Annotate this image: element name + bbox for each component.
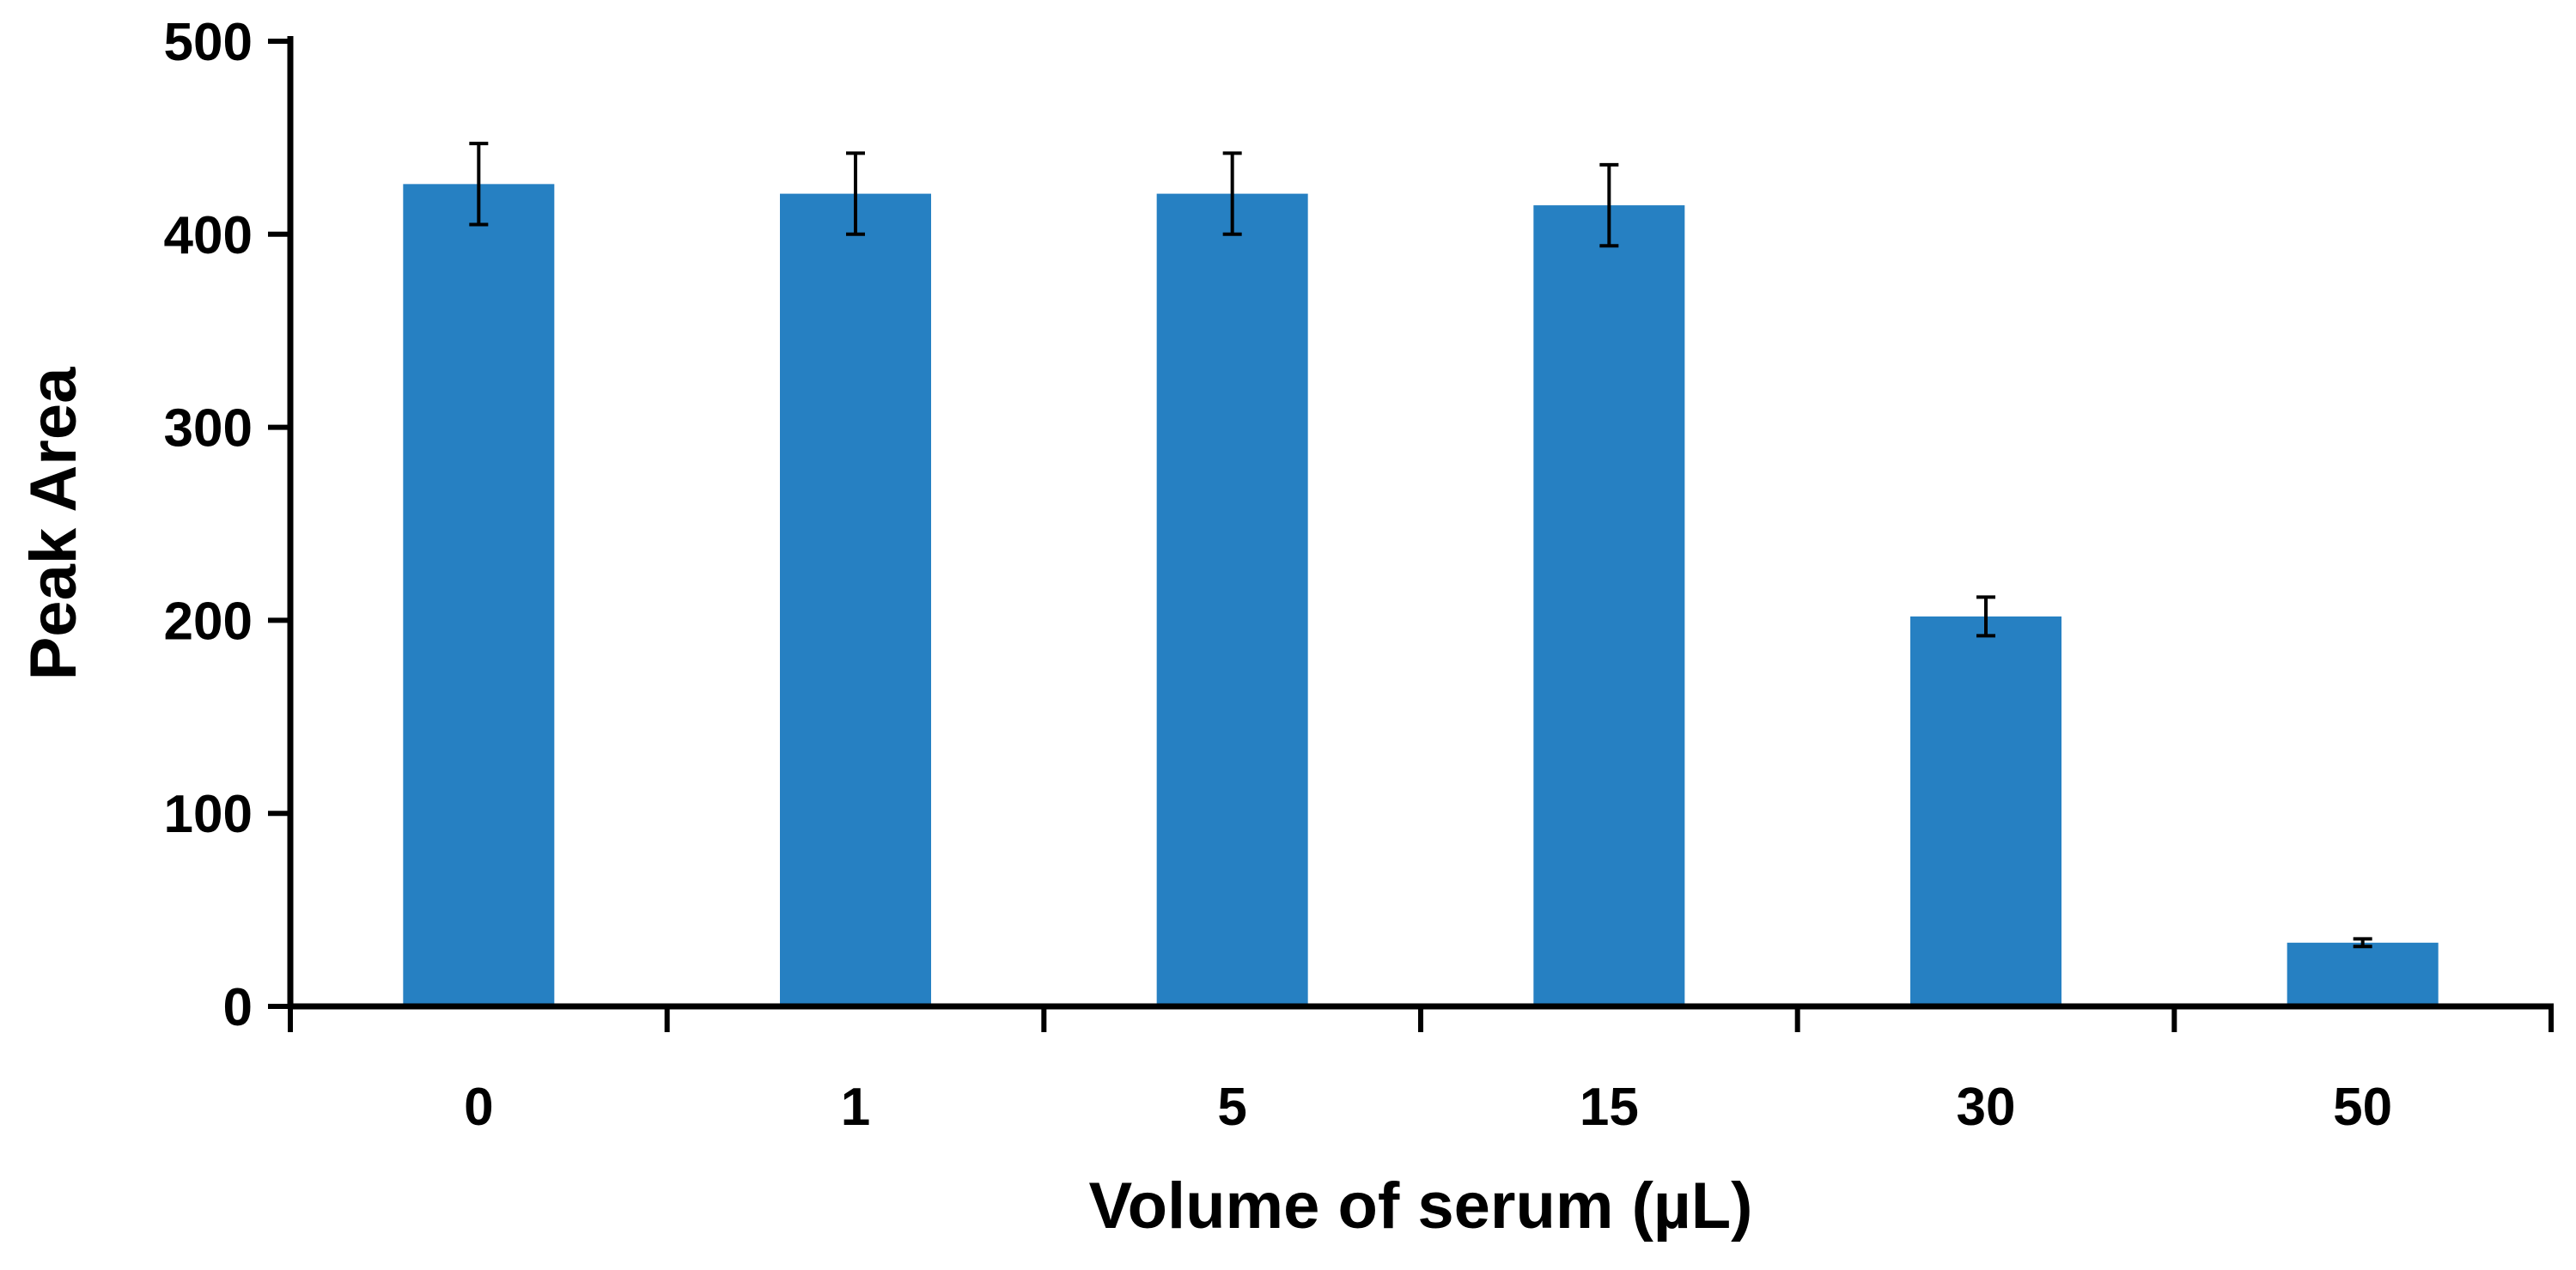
axes-group — [268, 36, 2554, 1032]
x-tick-label: 1 — [841, 1078, 870, 1137]
bars-group — [403, 184, 2439, 1007]
y-tick-label: 100 — [164, 785, 253, 844]
y-tick-labels: 0 100 200 300 400 500 — [164, 13, 253, 1037]
x-tick-label: 50 — [2333, 1078, 2392, 1137]
bar — [780, 193, 931, 1007]
bar — [2287, 942, 2439, 1006]
bar — [1910, 616, 2061, 1006]
x-tick-labels: 0 1 5 15 30 50 — [464, 1078, 2392, 1137]
error-bars-group — [469, 142, 2372, 949]
x-tick-label: 30 — [1957, 1078, 2016, 1137]
y-axis-title: Peak Area — [17, 367, 90, 681]
bar — [403, 184, 555, 1007]
x-tick-label: 0 — [464, 1078, 493, 1137]
x-tick-label: 5 — [1217, 1078, 1246, 1137]
x-tick-label: 15 — [1580, 1078, 1639, 1137]
y-tick-label: 200 — [164, 592, 253, 651]
y-tick-label: 400 — [164, 206, 253, 265]
y-tick-label: 300 — [164, 399, 253, 459]
y-tick-label: 500 — [164, 13, 253, 72]
y-tick-label: 0 — [223, 978, 253, 1037]
bar — [1156, 193, 1308, 1007]
bar — [1533, 205, 1685, 1006]
x-axis-title: Volume of serum (µL) — [1089, 1170, 1753, 1243]
